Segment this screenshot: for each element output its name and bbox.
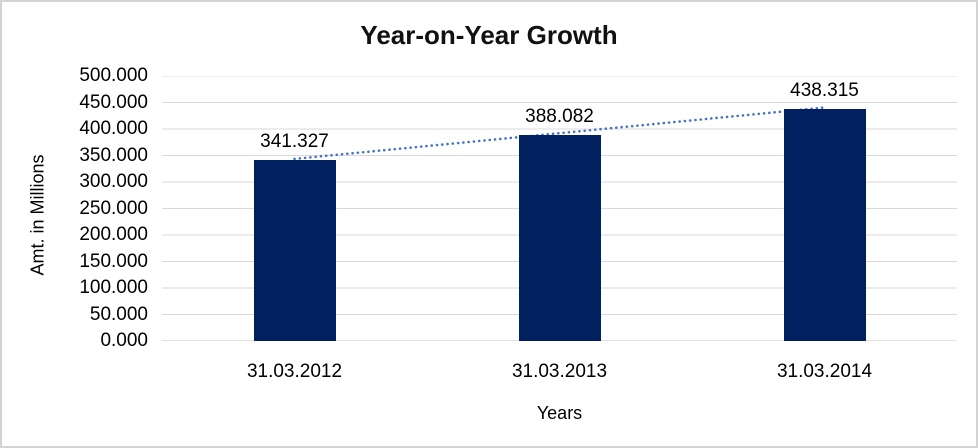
y-tick-label: 250.000 — [79, 197, 148, 219]
y-tick-label: 450.000 — [79, 91, 148, 113]
data-label-31.03.2012: 341.327 — [260, 131, 329, 153]
y-tick-label: 400.000 — [79, 118, 148, 139]
y-tick-label: 50.000 — [89, 303, 148, 325]
y-tick-label: 0.000 — [100, 330, 148, 351]
bar-31.03.2012 — [253, 160, 336, 341]
x-category-label-31.03.2014: 31.03.2014 — [776, 361, 873, 382]
y-tick-label: 300.000 — [79, 171, 148, 192]
y-tick-label: 200.000 — [79, 224, 148, 245]
bar-31.03.2013 — [518, 135, 601, 341]
data-label-31.03.2014: 438.315 — [790, 79, 859, 101]
plot-area: 341.327 388.082 438.315 — [162, 76, 957, 341]
y-tick-label: 350.000 — [79, 144, 148, 166]
x-axis-category-labels: 31.03.2012 31.03.2013 31.03.2014 — [162, 361, 957, 387]
y-axis-tick-labels: 0.000 50.000 100.000 150.000 200.000 250.000 3… — [2, 65, 148, 351]
chart-title: Year-on-Year Growth — [360, 20, 618, 50]
y-tick-label: 500.000 — [79, 65, 148, 86]
data-label-31.03.2013: 388.082 — [525, 106, 594, 128]
x-category-label-31.03.2013: 31.03.2013 — [511, 361, 608, 382]
y-tick-label: 150.000 — [79, 250, 148, 272]
y-tick-label: 100.000 — [79, 277, 148, 298]
x-category-label-31.03.2012: 31.03.2012 — [246, 361, 343, 382]
x-axis-title: Years — [536, 403, 583, 423]
bar-31.03.2014 — [783, 108, 866, 341]
trendline — [293, 106, 826, 161]
bars-layer: 341.327 388.082 438.315 — [162, 76, 957, 341]
